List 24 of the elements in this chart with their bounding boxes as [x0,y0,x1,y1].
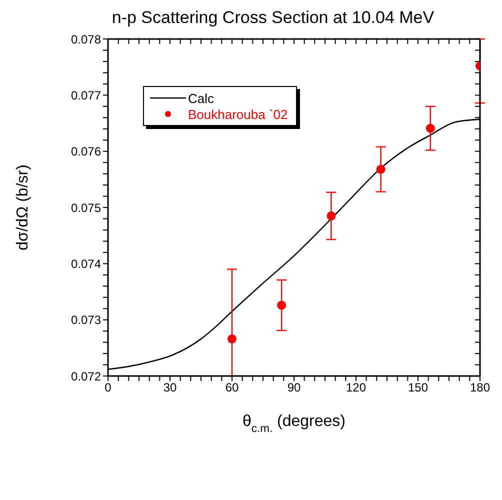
x-tick-label: 30 [163,380,177,395]
x-tick-label: 60 [225,380,239,395]
y-tick-label: 0.075 [70,200,102,215]
x-tick-label: 180 [470,380,490,395]
point [426,124,435,133]
x-tick-label: 0 [104,380,112,395]
x-tick-label: 90 [287,380,301,395]
y-tick-label: 0.078 [70,32,102,46]
y-tick-label: 0.072 [70,369,102,384]
chart-title: n-p Scattering Cross Section at 10.04 MeV [110,8,436,28]
y-tick-label: 0.076 [70,144,102,159]
point [376,164,386,174]
legend-label: Calc [188,90,214,106]
legend-label: Boukharouba `02 [188,106,288,122]
point [326,211,336,220]
x-tick-label: 120 [346,380,366,395]
point [277,300,286,310]
y-tick-label: 0.074 [70,256,102,271]
point [227,334,237,344]
x-tick-label: 150 [408,380,428,395]
y-axis-title: dσ/dΩ (b/sr) [14,164,32,250]
y-tick-label: 0.077 [70,88,102,102]
x-axis-title: θ$_{c.m.}$ (degrees) [242,413,346,435]
y-tick-label: 0.073 [70,313,102,328]
